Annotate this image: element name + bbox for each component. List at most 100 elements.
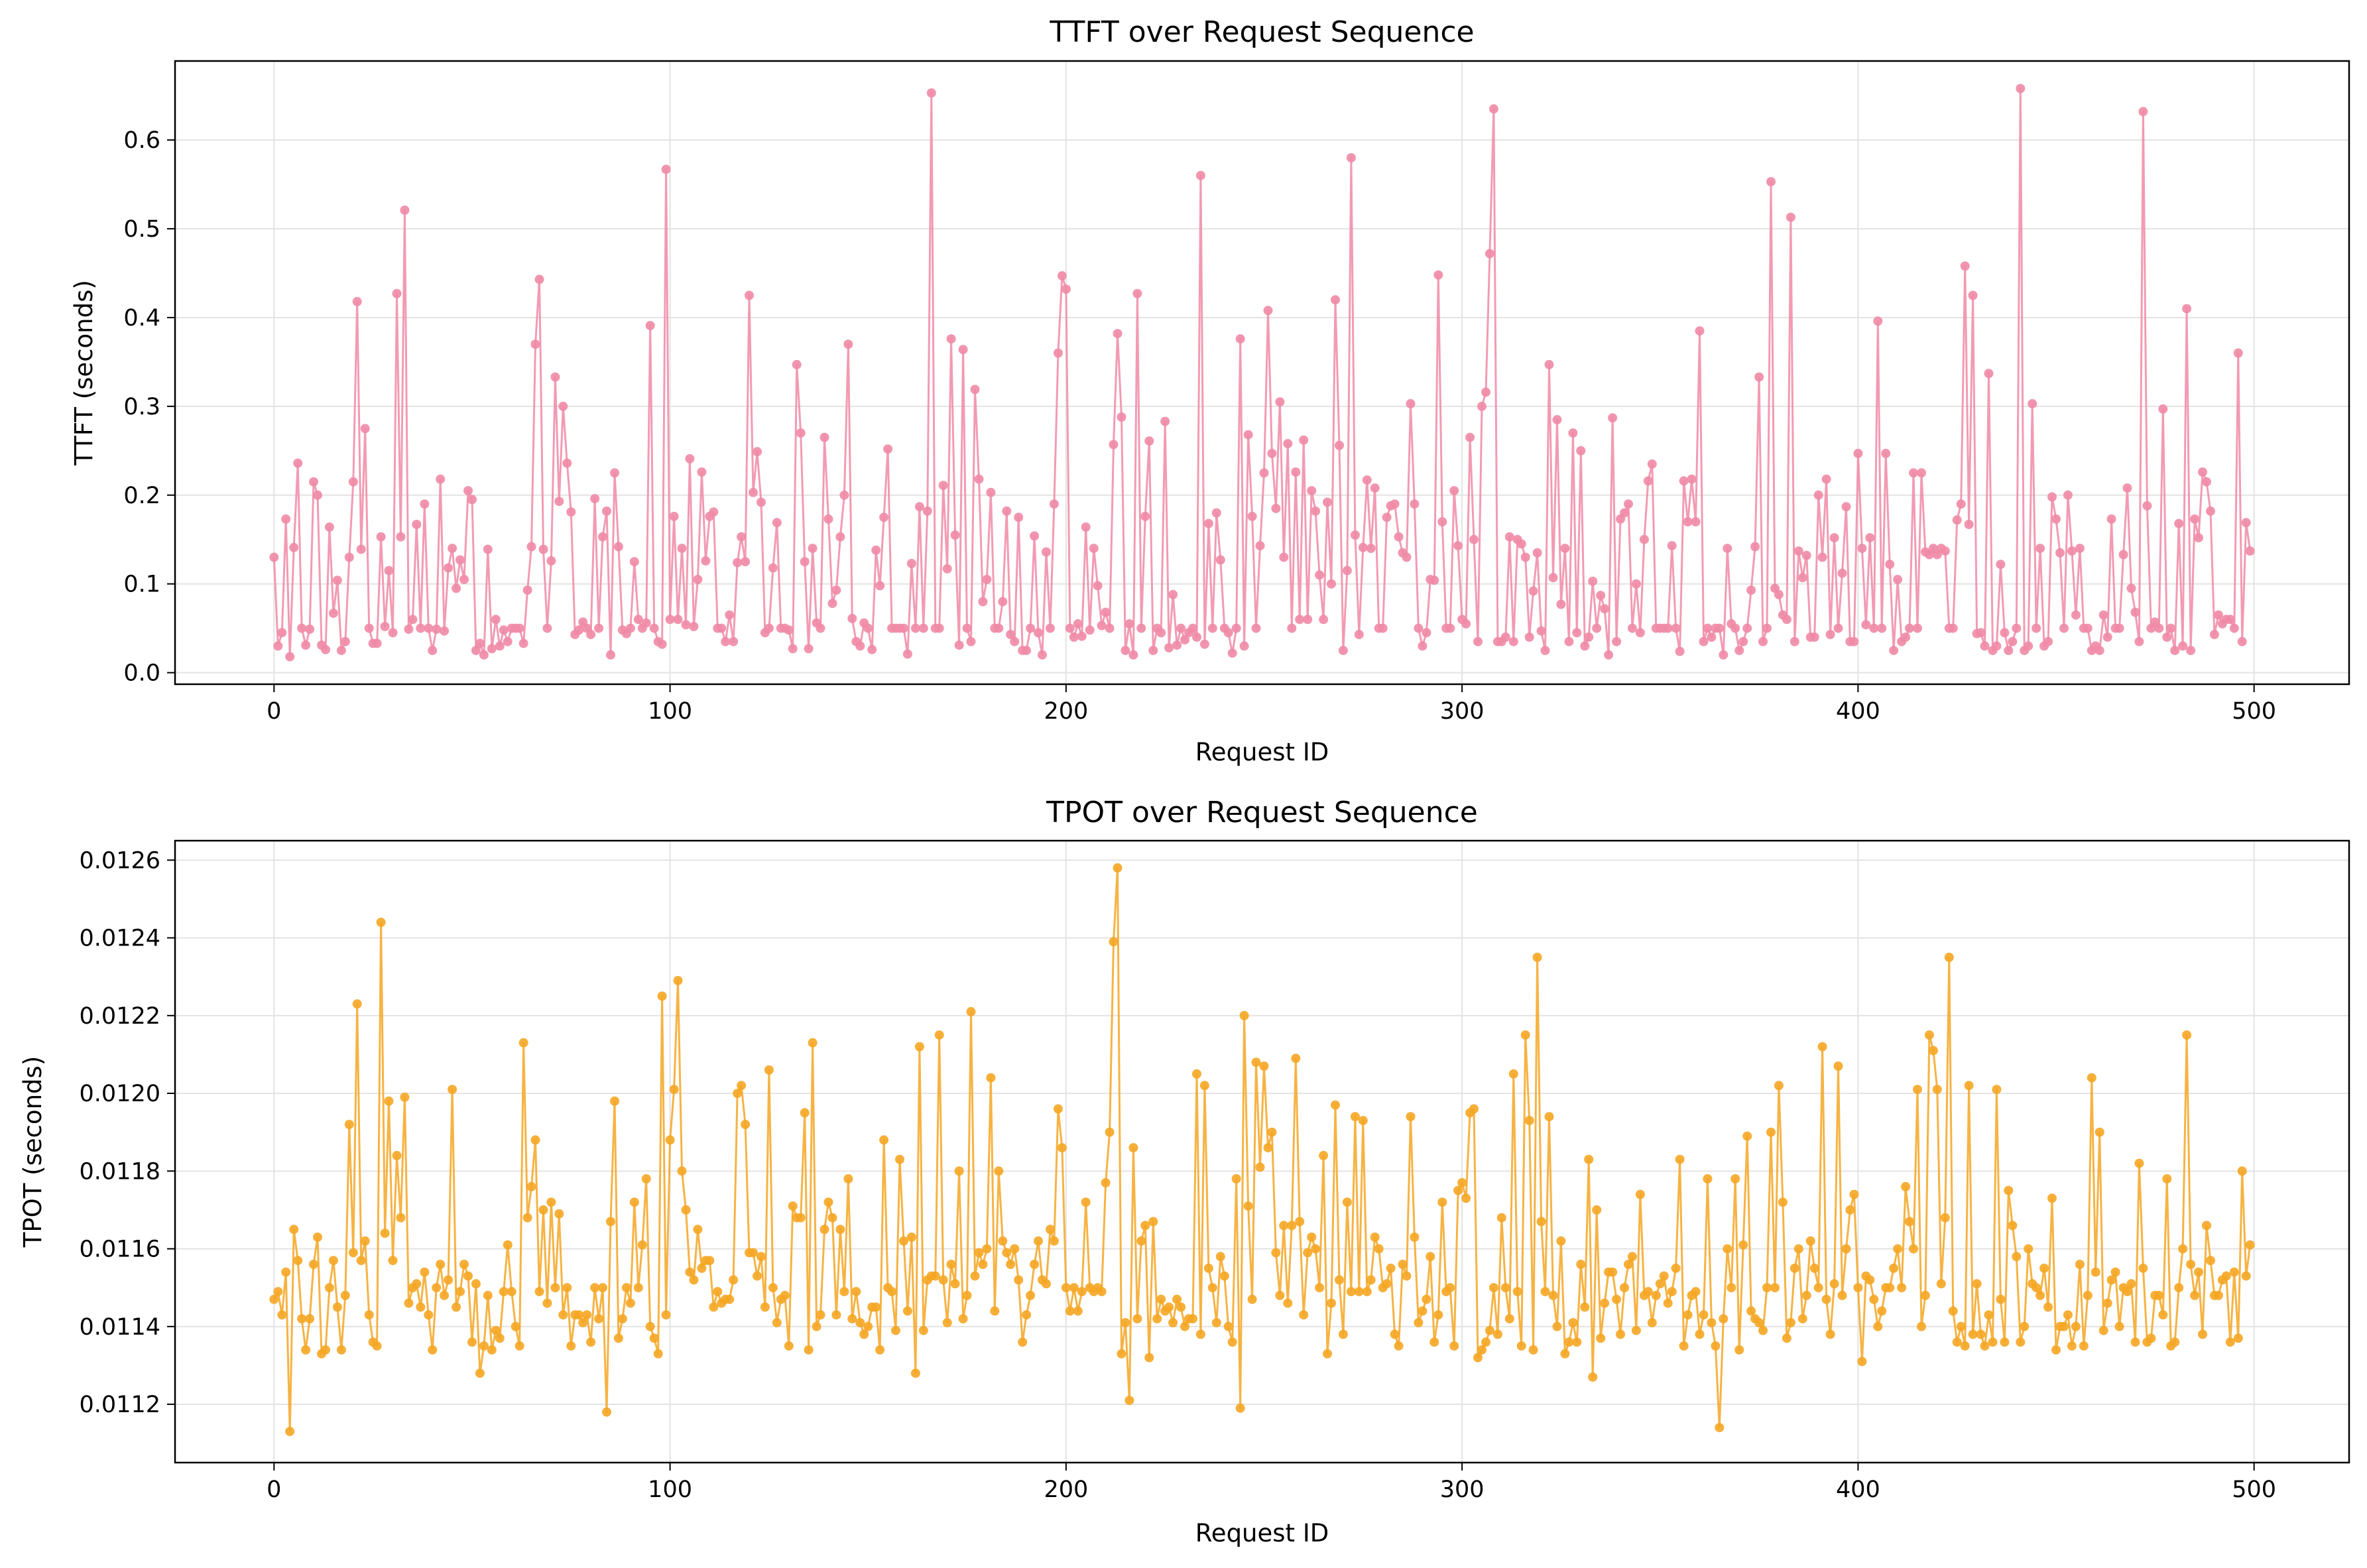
tpot-data-point	[1715, 1423, 1725, 1433]
tpot-data-point	[1829, 1279, 1839, 1289]
ttft-data-point	[1362, 475, 1372, 485]
ttft-data-point	[1006, 630, 1016, 639]
ttft-data-point	[733, 558, 743, 568]
tpot-data-point	[554, 1209, 564, 1219]
tpot-data-point	[1267, 1127, 1277, 1137]
tpot-data-point	[455, 1287, 465, 1297]
tpot-data-point	[328, 1256, 338, 1266]
tpot-data-point	[1627, 1252, 1637, 1262]
ttft-data-point	[2245, 546, 2255, 556]
ttft-data-point	[1532, 548, 1542, 558]
tpot-data-point	[2202, 1221, 2211, 1231]
ttft-data-point	[344, 552, 354, 562]
tpot-data-point	[1386, 1263, 1396, 1273]
tpot-plot-area	[175, 841, 2349, 1463]
ttft-data-point	[1002, 506, 1012, 516]
ttft-data-point	[503, 636, 513, 646]
tpot-data-point	[1335, 1275, 1344, 1285]
tpot-data-point	[2162, 1174, 2172, 1183]
tpot-data-point	[606, 1217, 615, 1227]
ttft-data-point	[1014, 513, 1024, 522]
tpot-data-point	[2075, 1260, 2085, 1269]
tpot-y-axis-label: TPOT (seconds)	[19, 1056, 47, 1248]
ttft-data-point	[1231, 623, 1241, 633]
ttft-data-point	[954, 640, 964, 650]
tpot-data-point	[1457, 1177, 1467, 1187]
tpot-data-point	[1592, 1205, 1602, 1215]
ttft-data-point	[2182, 304, 2192, 314]
tpot-data-point	[1576, 1260, 1586, 1269]
tpot-data-point	[812, 1321, 821, 1331]
ttft-data-point	[784, 625, 794, 635]
ttft-data-point	[1335, 440, 1344, 450]
tpot-data-point	[1105, 1127, 1115, 1137]
tpot-data-point	[2186, 1260, 2196, 1269]
tpot-data-point	[2194, 1267, 2203, 1277]
ttft-data-point	[1730, 623, 1740, 633]
tpot-x-tick-label: 100	[648, 1477, 692, 1503]
tpot-data-point	[808, 1038, 818, 1048]
ttft-data-point	[625, 623, 635, 633]
tpot-data-point	[452, 1302, 461, 1312]
ttft-data-point	[772, 518, 782, 528]
tpot-data-point	[590, 1283, 600, 1293]
tpot-data-point	[582, 1310, 592, 1320]
ttft-data-point	[1053, 348, 1063, 358]
ttft-data-point	[2158, 404, 2168, 414]
tpot-data-point	[305, 1314, 315, 1324]
tpot-y-tick-label: 0.0124	[80, 926, 160, 952]
tpot-data-point	[621, 1283, 631, 1293]
ttft-data-point	[1643, 476, 1653, 486]
ttft-data-point	[1667, 541, 1677, 551]
tpot-data-point	[1199, 1081, 1209, 1091]
tpot-data-point	[733, 1089, 743, 1099]
ttft-data-point	[518, 638, 528, 648]
tpot-data-point	[1691, 1287, 1701, 1297]
ttft-data-point	[1849, 636, 1859, 646]
tpot-data-point	[1508, 1069, 1518, 1079]
ttft-data-point	[1239, 641, 1249, 651]
tpot-data-point	[2138, 1263, 2148, 1273]
tpot-data-point	[2012, 1252, 2022, 1262]
tpot-data-point	[1845, 1205, 1855, 1215]
tpot-data-point	[1877, 1306, 1887, 1316]
tpot-data-point	[1928, 1046, 1938, 1055]
tpot-data-point	[693, 1225, 703, 1235]
tpot-data-point	[938, 1275, 948, 1285]
ttft-data-point	[2063, 490, 2073, 500]
tpot-data-point	[859, 1329, 869, 1339]
tpot-data-point	[887, 1287, 897, 1297]
ttft-data-point	[1406, 398, 1416, 408]
tpot-data-point	[986, 1073, 996, 1083]
tpot-data-point	[1002, 1248, 1012, 1258]
tpot-data-point	[1418, 1306, 1427, 1316]
ttft-data-point	[1085, 625, 1095, 635]
ttft-data-point	[1057, 271, 1067, 280]
ttft-data-point	[1913, 623, 1922, 633]
tpot-data-point	[1730, 1174, 1740, 1183]
tpot-data-point	[1219, 1271, 1229, 1281]
ttft-data-point	[1093, 581, 1103, 591]
ttft-data-point	[1639, 534, 1649, 544]
ttft-data-point	[590, 494, 600, 504]
ttft-data-point	[2134, 636, 2144, 646]
tpot-data-point	[1600, 1298, 1610, 1308]
ttft-data-point	[788, 644, 798, 654]
ttft-data-point	[1323, 497, 1332, 507]
ttft-data-point	[899, 623, 908, 633]
tpot-data-point	[1315, 1283, 1325, 1293]
tpot-data-point	[875, 1345, 885, 1355]
ttft-data-point	[831, 585, 841, 595]
tpot-data-point	[2154, 1290, 2164, 1300]
ttft-data-point	[804, 644, 814, 654]
ttft-data-point	[289, 542, 299, 552]
tpot-data-point	[1596, 1333, 1606, 1343]
tpot-data-point	[1774, 1081, 1784, 1091]
ttft-data-point	[1192, 633, 1201, 642]
tpot-data-point	[1295, 1217, 1305, 1227]
tpot-data-point	[827, 1213, 837, 1223]
ttft-data-point	[297, 623, 307, 633]
tpot-data-point	[851, 1287, 861, 1297]
ttft-data-point	[2229, 623, 2239, 633]
tpot-data-point	[994, 1166, 1004, 1176]
